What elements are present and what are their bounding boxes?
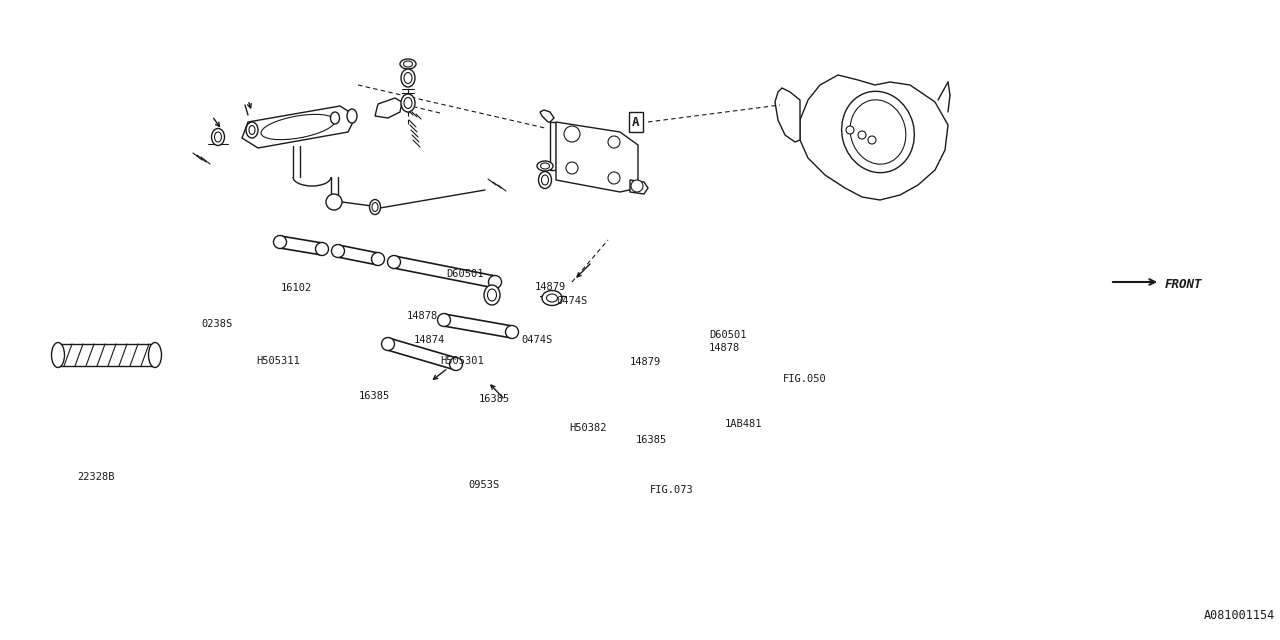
Ellipse shape	[372, 202, 378, 211]
Text: 14879: 14879	[630, 357, 660, 367]
Ellipse shape	[541, 291, 562, 305]
Ellipse shape	[539, 172, 552, 189]
Ellipse shape	[489, 275, 502, 289]
Text: 14879: 14879	[535, 282, 566, 292]
Ellipse shape	[484, 285, 500, 305]
Text: 16385: 16385	[636, 435, 667, 445]
Ellipse shape	[148, 342, 161, 367]
Ellipse shape	[850, 100, 906, 164]
Ellipse shape	[404, 72, 412, 83]
Circle shape	[868, 136, 876, 144]
Ellipse shape	[347, 109, 357, 123]
Ellipse shape	[381, 337, 394, 351]
Ellipse shape	[215, 132, 221, 142]
Ellipse shape	[403, 61, 412, 67]
Text: D60501: D60501	[709, 330, 746, 340]
Circle shape	[608, 172, 620, 184]
Text: 14878: 14878	[709, 343, 740, 353]
Ellipse shape	[371, 253, 384, 266]
Ellipse shape	[506, 326, 518, 339]
Text: H50382: H50382	[570, 422, 607, 433]
Ellipse shape	[842, 92, 914, 173]
Ellipse shape	[250, 125, 255, 134]
Text: 0238S: 0238S	[202, 319, 233, 330]
Ellipse shape	[399, 59, 416, 69]
Ellipse shape	[541, 175, 549, 185]
Ellipse shape	[438, 314, 451, 326]
Circle shape	[858, 131, 867, 139]
Ellipse shape	[330, 112, 339, 124]
Ellipse shape	[211, 129, 224, 145]
Polygon shape	[550, 122, 556, 170]
Text: 16102: 16102	[282, 283, 312, 293]
Text: A081001154: A081001154	[1203, 609, 1275, 622]
Text: FRONT: FRONT	[1165, 278, 1202, 291]
Text: 0953S: 0953S	[468, 480, 499, 490]
Text: 16385: 16385	[479, 394, 509, 404]
Ellipse shape	[315, 243, 329, 255]
Circle shape	[564, 126, 580, 142]
Ellipse shape	[547, 294, 558, 302]
Ellipse shape	[388, 255, 401, 269]
Polygon shape	[242, 106, 356, 148]
Text: 1AB481: 1AB481	[724, 419, 762, 429]
Ellipse shape	[370, 200, 380, 214]
Text: 0474S: 0474S	[522, 335, 553, 346]
Circle shape	[608, 136, 620, 148]
Ellipse shape	[261, 115, 335, 140]
Text: H505301: H505301	[440, 356, 484, 366]
Text: 16385: 16385	[358, 390, 389, 401]
Text: H505311: H505311	[256, 356, 300, 366]
Ellipse shape	[401, 69, 415, 87]
Ellipse shape	[51, 342, 64, 367]
Ellipse shape	[488, 289, 497, 301]
Circle shape	[846, 126, 854, 134]
Text: 22328B: 22328B	[77, 472, 114, 482]
Ellipse shape	[540, 163, 549, 169]
Polygon shape	[630, 180, 648, 194]
Text: 0474S: 0474S	[557, 296, 588, 306]
Polygon shape	[800, 75, 948, 200]
Text: 14878: 14878	[407, 311, 438, 321]
Ellipse shape	[404, 97, 412, 109]
Ellipse shape	[274, 236, 287, 248]
Text: 14874: 14874	[415, 335, 445, 346]
Text: D60501: D60501	[447, 269, 484, 279]
Circle shape	[566, 162, 579, 174]
Ellipse shape	[401, 94, 415, 112]
Polygon shape	[774, 88, 800, 142]
Text: FIG.073: FIG.073	[650, 485, 694, 495]
Ellipse shape	[449, 358, 462, 371]
Polygon shape	[556, 122, 637, 192]
Ellipse shape	[538, 161, 553, 171]
Text: A: A	[632, 115, 640, 129]
Circle shape	[326, 194, 342, 210]
Text: FIG.050: FIG.050	[783, 374, 827, 384]
Ellipse shape	[332, 244, 344, 257]
Polygon shape	[375, 98, 402, 118]
Polygon shape	[540, 110, 554, 122]
Circle shape	[631, 180, 643, 192]
Ellipse shape	[246, 122, 259, 138]
